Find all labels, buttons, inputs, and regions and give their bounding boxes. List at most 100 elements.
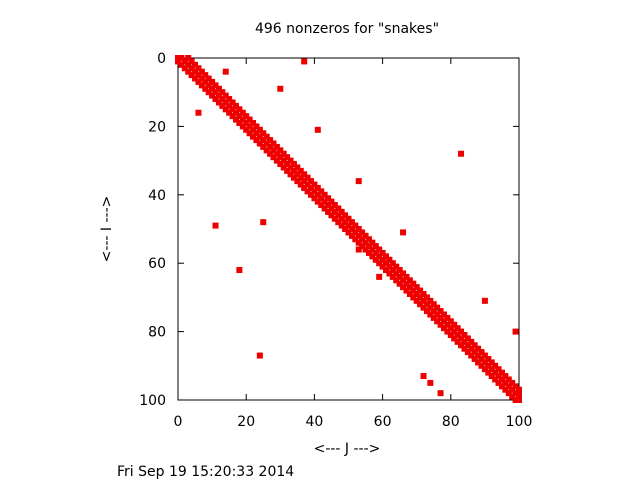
point: [362, 239, 369, 246]
point: [427, 297, 434, 304]
point: [365, 249, 372, 256]
point: [440, 318, 447, 325]
point: [338, 222, 345, 229]
point: [198, 75, 205, 82]
point: [516, 397, 522, 403]
point: [365, 236, 372, 243]
point: [379, 263, 386, 270]
point: [321, 198, 328, 205]
point: [437, 308, 444, 315]
point: [331, 202, 338, 209]
point: [342, 219, 349, 226]
point: [396, 267, 403, 274]
point: [198, 82, 205, 89]
point: [355, 246, 362, 253]
point: [318, 188, 325, 195]
point: [246, 123, 253, 130]
timestamp: Fri Sep 19 15:20:33 2014: [117, 464, 294, 480]
point: [389, 273, 396, 280]
point: [178, 55, 185, 61]
point: [440, 311, 447, 318]
point: [178, 61, 185, 68]
point: [314, 126, 321, 133]
point: [236, 267, 243, 274]
x-tick-label: 100: [506, 414, 533, 430]
point: [420, 290, 427, 297]
point: [202, 85, 209, 92]
point: [192, 61, 199, 68]
point: [181, 65, 188, 72]
point: [260, 219, 267, 226]
point: [420, 304, 427, 311]
point: [202, 78, 209, 85]
point: [437, 314, 444, 321]
point: [212, 222, 219, 229]
point: [287, 157, 294, 164]
point: [458, 328, 465, 335]
point: [417, 301, 424, 308]
point: [406, 290, 413, 297]
point: [481, 366, 488, 373]
point: [284, 167, 291, 174]
point: [215, 92, 222, 99]
point: [345, 222, 352, 229]
point: [250, 126, 257, 133]
point: [250, 133, 257, 140]
point: [471, 355, 478, 362]
point: [372, 256, 379, 263]
point: [509, 386, 516, 393]
point: [475, 345, 482, 352]
point: [328, 212, 335, 219]
point: [209, 92, 216, 99]
point: [239, 123, 246, 130]
point: [239, 116, 246, 123]
point: [301, 184, 308, 191]
point: [403, 287, 410, 294]
point: [485, 355, 492, 362]
point: [454, 332, 461, 339]
point: [386, 256, 393, 263]
point: [434, 311, 441, 318]
point: [376, 260, 383, 267]
point: [509, 379, 516, 386]
y-tick-label: 100: [139, 393, 166, 409]
point: [383, 260, 390, 267]
point: [175, 58, 181, 65]
point: [307, 191, 314, 198]
point: [236, 119, 243, 126]
point: [512, 390, 519, 397]
point: [454, 338, 461, 345]
point: [270, 147, 277, 154]
point: [471, 349, 478, 356]
point: [314, 184, 321, 191]
point: [352, 236, 359, 243]
point: [495, 379, 502, 386]
point: [342, 212, 349, 219]
point: [209, 78, 216, 85]
point: [256, 140, 263, 147]
point: [430, 314, 437, 321]
point: [509, 393, 516, 400]
point: [222, 92, 229, 99]
point: [328, 205, 335, 212]
point: [372, 243, 379, 250]
point: [314, 198, 321, 205]
point: [389, 260, 396, 267]
point: [464, 342, 471, 349]
point: [267, 150, 274, 157]
x-tick-label: 20: [237, 414, 255, 430]
point: [498, 369, 505, 376]
point: [393, 277, 400, 284]
y-tick-label: 20: [148, 119, 166, 135]
point: [188, 65, 195, 72]
point: [185, 55, 192, 61]
point: [516, 390, 522, 397]
point: [423, 308, 430, 315]
point: [290, 174, 297, 181]
point: [222, 68, 229, 75]
point: [304, 181, 311, 188]
point: [410, 294, 417, 301]
point: [376, 246, 383, 253]
point: [284, 161, 291, 168]
